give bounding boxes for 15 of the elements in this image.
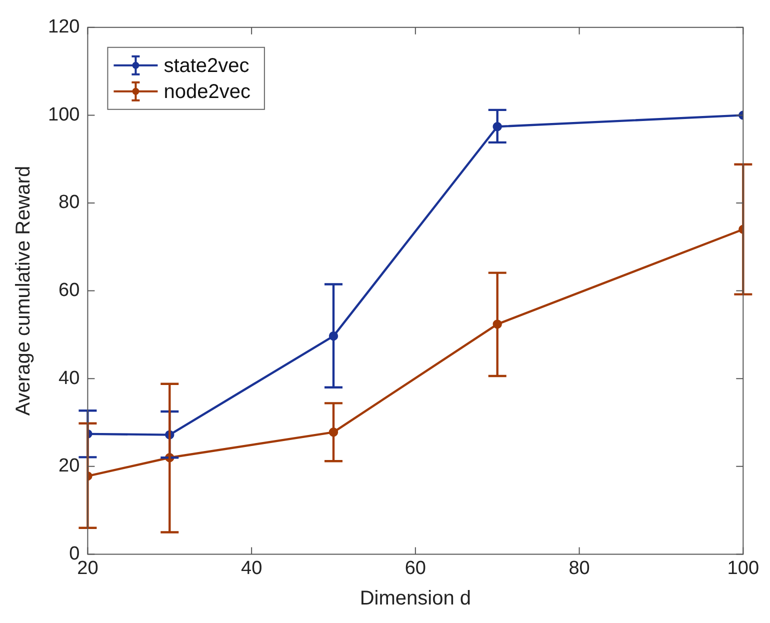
y-tick-label: 120 — [48, 16, 80, 38]
y-tick-label: 60 — [58, 280, 80, 302]
x-tick-label: 20 — [77, 558, 98, 579]
x-tick-label: 80 — [568, 558, 590, 579]
y-tick-label: 80 — [58, 192, 80, 214]
y-tick-label: 40 — [58, 368, 80, 389]
x-tick-label: 40 — [240, 558, 262, 579]
y-axis-title: Average cumulative Reward — [12, 166, 35, 416]
x-tick-label: 100 — [727, 558, 759, 579]
legend-label: node2vec — [164, 80, 250, 103]
x-axis-title: Dimension d — [360, 588, 472, 610]
y-tick-label: 20 — [58, 456, 80, 477]
legend-label: state2vec — [164, 54, 250, 77]
x-tick-label: 60 — [404, 558, 426, 579]
y-tick-label: 100 — [48, 104, 80, 126]
